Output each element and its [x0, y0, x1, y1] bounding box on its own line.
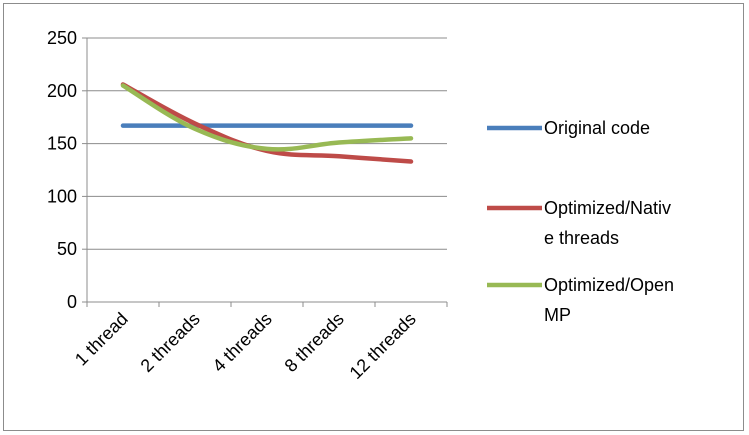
x-tick-label: 12 threads [346, 309, 420, 383]
y-axis: 0 50 100 150 200 250 [47, 28, 88, 312]
series-lines [120, 82, 414, 164]
y-tick-label: 200 [47, 81, 77, 101]
x-tick-label: 4 threads [209, 309, 276, 376]
legend: Original code Optimized/Nativ e threads Opt… [487, 118, 674, 325]
legend-label: Optimized/Open [544, 275, 674, 295]
x-tick-label: 1 thread [71, 309, 132, 370]
y-tick-label: 100 [47, 186, 77, 206]
y-tick-label: 250 [47, 28, 77, 48]
x-tick-label: 8 threads [281, 309, 348, 376]
x-tick-label: 2 threads [137, 309, 204, 376]
legend-label: MP [544, 305, 571, 325]
legend-label: Optimized/Nativ [544, 198, 671, 218]
legend-label: e threads [544, 228, 619, 248]
series-line-3 [120, 83, 414, 152]
y-tick-label: 50 [57, 239, 77, 259]
chart-area [3, 3, 744, 431]
y-tick-label: 0 [67, 292, 77, 312]
gridlines [87, 37, 447, 250]
legend-label: Original code [544, 118, 650, 138]
y-tick-label: 150 [47, 134, 77, 154]
